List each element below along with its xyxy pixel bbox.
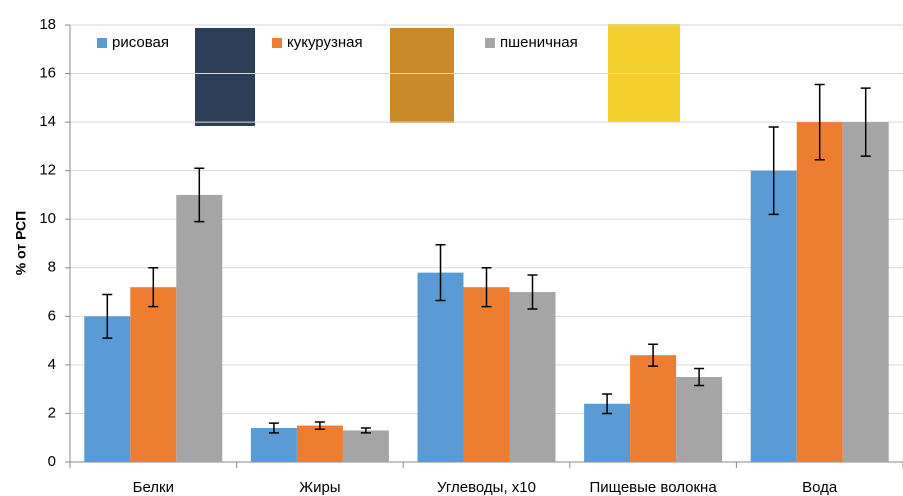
bar: [342, 430, 389, 462]
y-tick-label: 14: [39, 113, 56, 130]
y-tick-label: 10: [39, 210, 56, 227]
y-tick-label: 2: [48, 404, 56, 421]
legend-label: рисовая: [112, 34, 169, 51]
legend-label: кукурузная: [287, 34, 363, 51]
bar: [250, 428, 297, 462]
bar: [750, 170, 797, 462]
error-bar: [814, 83, 825, 161]
error-bar: [481, 267, 492, 308]
bar: [296, 425, 343, 462]
y-tick-label: 8: [48, 259, 56, 276]
bar: [417, 272, 464, 462]
y-tick-label: 12: [39, 162, 56, 179]
error-bar: [194, 167, 205, 223]
error-bar: [860, 87, 871, 157]
x-tick-label: Вода: [802, 479, 838, 496]
error-bar: [268, 422, 279, 434]
product-image: [195, 28, 255, 126]
legend-label: пшеничная: [500, 34, 578, 51]
error-bar: [694, 367, 705, 387]
bar: [796, 122, 843, 462]
error-bar: [314, 421, 325, 430]
bar: [509, 292, 556, 462]
y-tick-label: 16: [39, 65, 56, 82]
error-bar: [602, 393, 613, 415]
y-tick-label: 0: [48, 453, 56, 470]
legend-swatch: [485, 38, 495, 48]
bar: [130, 287, 177, 462]
product-image: [608, 24, 680, 122]
y-tick-label: 4: [48, 356, 56, 373]
error-bar: [102, 293, 113, 339]
x-tick-label: Углеводы, x10: [437, 479, 536, 496]
error-bar: [648, 343, 659, 367]
y-tick-label: 6: [48, 307, 56, 324]
error-bar: [527, 274, 538, 310]
x-tick-label: Белки: [133, 479, 174, 496]
x-tick-label: Пищевые волокна: [589, 479, 717, 496]
product-image: [390, 28, 454, 123]
error-bar: [435, 243, 446, 302]
error-bar: [360, 427, 371, 434]
product-images: [195, 24, 680, 126]
x-tick-label: Жиры: [299, 479, 340, 496]
error-bar: [148, 267, 159, 308]
bar: [463, 287, 510, 462]
legend-swatch: [97, 38, 107, 48]
bar: [84, 316, 131, 462]
legend-swatch: [272, 38, 282, 48]
bar: [176, 194, 223, 462]
bar: [842, 122, 889, 462]
error-bar: [768, 126, 779, 216]
y-tick-label: 18: [39, 16, 56, 33]
bar: [630, 355, 677, 462]
y-axis-label: % от РСП: [13, 211, 29, 275]
bar: [676, 377, 723, 462]
